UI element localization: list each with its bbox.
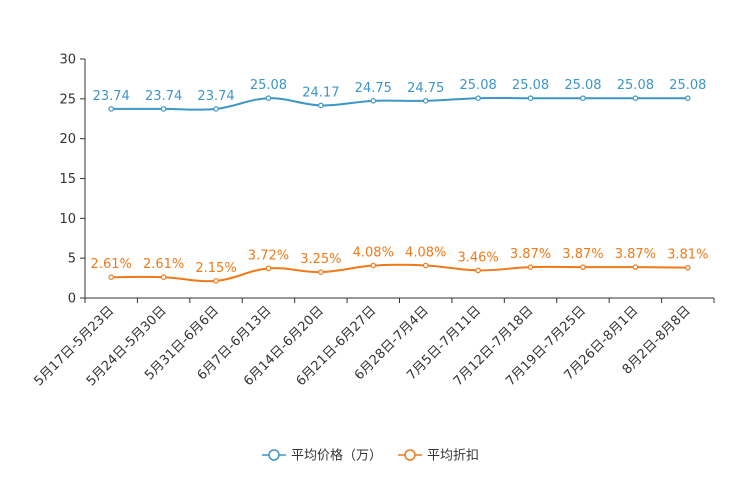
data-point (527, 95, 534, 101)
data-label: 4.08% (353, 245, 394, 260)
y-tick-label: 20 (59, 132, 76, 147)
data-label: 3.87% (615, 247, 656, 262)
data-point (108, 106, 115, 112)
data-label: 23.74 (197, 89, 234, 104)
data-point (213, 106, 219, 112)
series-avg-price: 23.74 23.74 23.74 25.08 24.17 24.75 24.75 25.08… (93, 78, 706, 112)
data-label: 3.72% (248, 248, 289, 263)
data-point (160, 274, 167, 281)
data-label: 3.81% (667, 248, 708, 263)
data-point (475, 267, 481, 274)
data-label: 25.08 (460, 78, 497, 93)
y-tick-label: 25 (59, 92, 76, 107)
legend-item-avg-price[interactable]: 平均价格（万） (262, 448, 382, 464)
data-point (370, 98, 377, 104)
data-label: 3.25% (300, 252, 341, 267)
data-point (422, 98, 429, 104)
data-label: 25.08 (617, 78, 654, 93)
data-label: 23.74 (93, 89, 130, 104)
data-point (422, 262, 429, 269)
series-line (111, 263, 688, 283)
legend-swatch-marker (404, 449, 416, 461)
data-label: 2.15% (195, 261, 236, 276)
data-label: 3.87% (562, 247, 603, 262)
y-tick-label: 10 (59, 212, 76, 227)
data-point (475, 95, 481, 101)
data-label: 25.08 (564, 78, 601, 93)
data-point (580, 264, 586, 270)
data-point (580, 95, 586, 101)
series-avg-discount: 2.61% 2.61% 2.15% 3.72% 3.25% 4.08% 4.08% 3.46%… (91, 245, 708, 284)
data-point (370, 262, 377, 269)
data-point (632, 95, 639, 101)
y-tick-label: 0 (68, 292, 76, 307)
y-tick-label: 5 (68, 252, 76, 267)
data-point (684, 95, 691, 101)
data-point (265, 265, 272, 272)
data-point (632, 264, 639, 270)
y-tick-label: 15 (59, 172, 76, 187)
data-point (318, 102, 324, 109)
legend-label: 平均价格（万） (291, 448, 382, 464)
y-tick-label: 30 (59, 53, 76, 68)
data-label: 25.08 (669, 78, 706, 93)
legend[interactable]: 平均价格（万） 平均折扣 (262, 448, 479, 464)
data-point (318, 269, 324, 275)
data-point (265, 95, 272, 101)
data-point (160, 106, 167, 112)
data-point (684, 264, 691, 271)
data-point (527, 264, 534, 270)
data-label: 2.61% (143, 257, 184, 272)
data-label: 25.08 (250, 78, 287, 93)
data-label: 3.46% (457, 250, 498, 265)
legend-label: 平均折扣 (427, 449, 479, 464)
data-label: 2.61% (91, 257, 132, 272)
y-axis: 0 5 10 15 20 25 30 (59, 53, 86, 307)
data-label: 24.75 (355, 81, 392, 96)
data-label: 24.17 (302, 85, 339, 100)
data-label: 4.08% (405, 245, 446, 260)
data-point (108, 274, 115, 281)
series-layer: 23.74 23.74 23.74 25.08 24.17 24.75 24.75 25.08… (91, 78, 708, 284)
series-line (111, 96, 688, 111)
data-label: 3.87% (510, 247, 551, 262)
data-point (213, 278, 219, 284)
legend-swatch-marker (268, 449, 280, 461)
data-label: 23.74 (145, 89, 182, 104)
data-label: 24.75 (407, 81, 444, 96)
legend-item-avg-discount[interactable]: 平均折扣 (398, 449, 479, 464)
x-axis: 5月17日-5月23日5月24日-5月30日5月31日-6月6日6月7日-6月1… (31, 297, 715, 389)
data-label: 25.08 (512, 78, 549, 93)
